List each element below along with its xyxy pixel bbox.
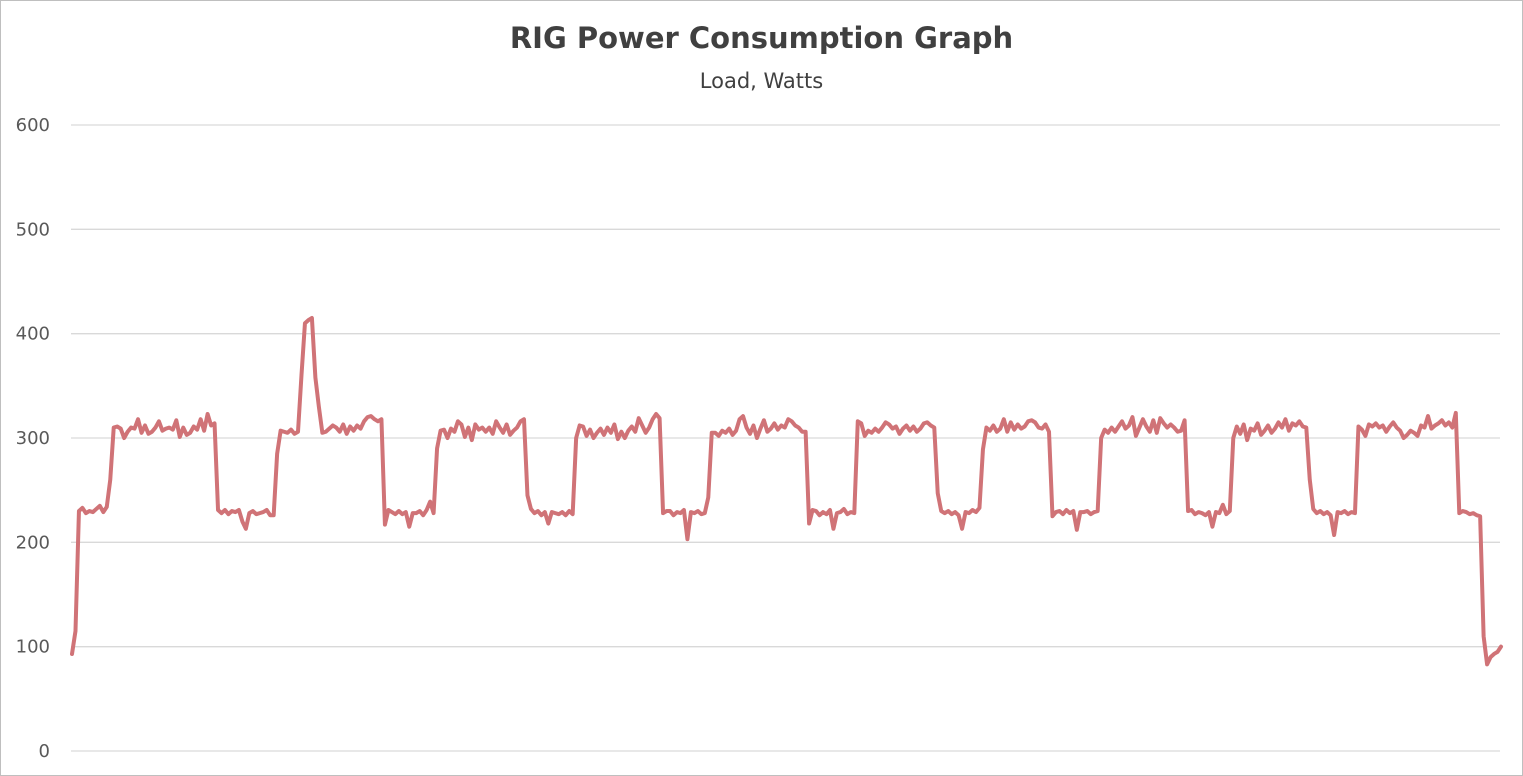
chart-title: RIG Power Consumption Graph [509, 21, 1014, 55]
y-tick-label-400: 400 [16, 324, 50, 345]
series-line-0 [70, 316, 1503, 667]
gridlines [71, 124, 1500, 752]
y-axis-tick-labels: 0 100 200 300 400 500 600 [16, 115, 50, 762]
y-tick-label-500: 500 [16, 219, 50, 240]
chart-subtitle: Load, Watts [699, 69, 824, 93]
y-tick-label-0: 0 [39, 741, 50, 762]
y-tick-label-600: 600 [16, 115, 50, 136]
series-layer [70, 316, 1503, 667]
y-tick-label-300: 300 [16, 428, 50, 449]
y-tick-label-100: 100 [16, 637, 50, 658]
y-tick-label-200: 200 [16, 532, 50, 553]
